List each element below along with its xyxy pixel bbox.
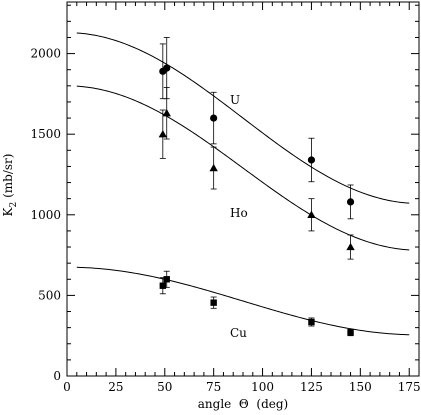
x-tick-label: 175 [398,380,421,394]
axis-ticks [66,2,420,377]
data-point-square [159,282,167,289]
data-point-circle [163,64,171,72]
fit-curve-cu [76,266,410,336]
y-axis-label-subscript: 2 [9,202,19,208]
data-point-circle [307,156,316,164]
data-point-triangle [162,109,171,117]
x-axis-label: angle Θ (deg) [198,397,288,411]
y-tick-label: 1500 [30,127,61,141]
x-tick-label: 100 [251,380,274,394]
data-point-circle [210,114,218,122]
data-point-triangle [158,129,168,138]
series-label-u: U [230,93,240,107]
y-axis-label-units: (mb/sr) [1,154,15,202]
data-point-square [210,299,217,306]
plot-frame [66,1,420,377]
y-axis-label-main: K [1,206,15,216]
error-bars [159,37,354,337]
x-tick-label: 150 [349,380,372,394]
series-label-cu: Cu [230,326,247,340]
data-point-square [347,329,354,336]
y-tick-label: 1000 [30,208,61,222]
y-tick-label: 500 [38,288,61,302]
y-tick-label: 2000 [30,47,61,61]
data-point-triangle [209,163,218,172]
x-tick-label: 25 [108,380,123,394]
y-axis-label: K2 (mb/sr) [1,154,19,217]
data-point-circle [346,198,355,206]
x-tick-label: 50 [157,380,172,394]
x-tick-label: 125 [300,380,323,394]
series-label-ho: Ho [230,206,248,220]
tick-labels: 0 25 50 75 100 125 150 175 0 500 1000 1500 2000 [30,47,420,394]
fit-curves [76,32,410,336]
y-tick-label: 0 [53,369,61,383]
x-tick-label: 75 [206,380,221,394]
data-point-triangle [346,242,355,251]
data-point-triangle [307,210,316,218]
data-point-square [308,318,315,326]
x-tick-label: 0 [63,380,71,394]
fit-curve-u [76,32,410,204]
fit-curve-ho [76,85,410,251]
data-point-square [163,276,170,283]
data-markers [158,64,355,336]
